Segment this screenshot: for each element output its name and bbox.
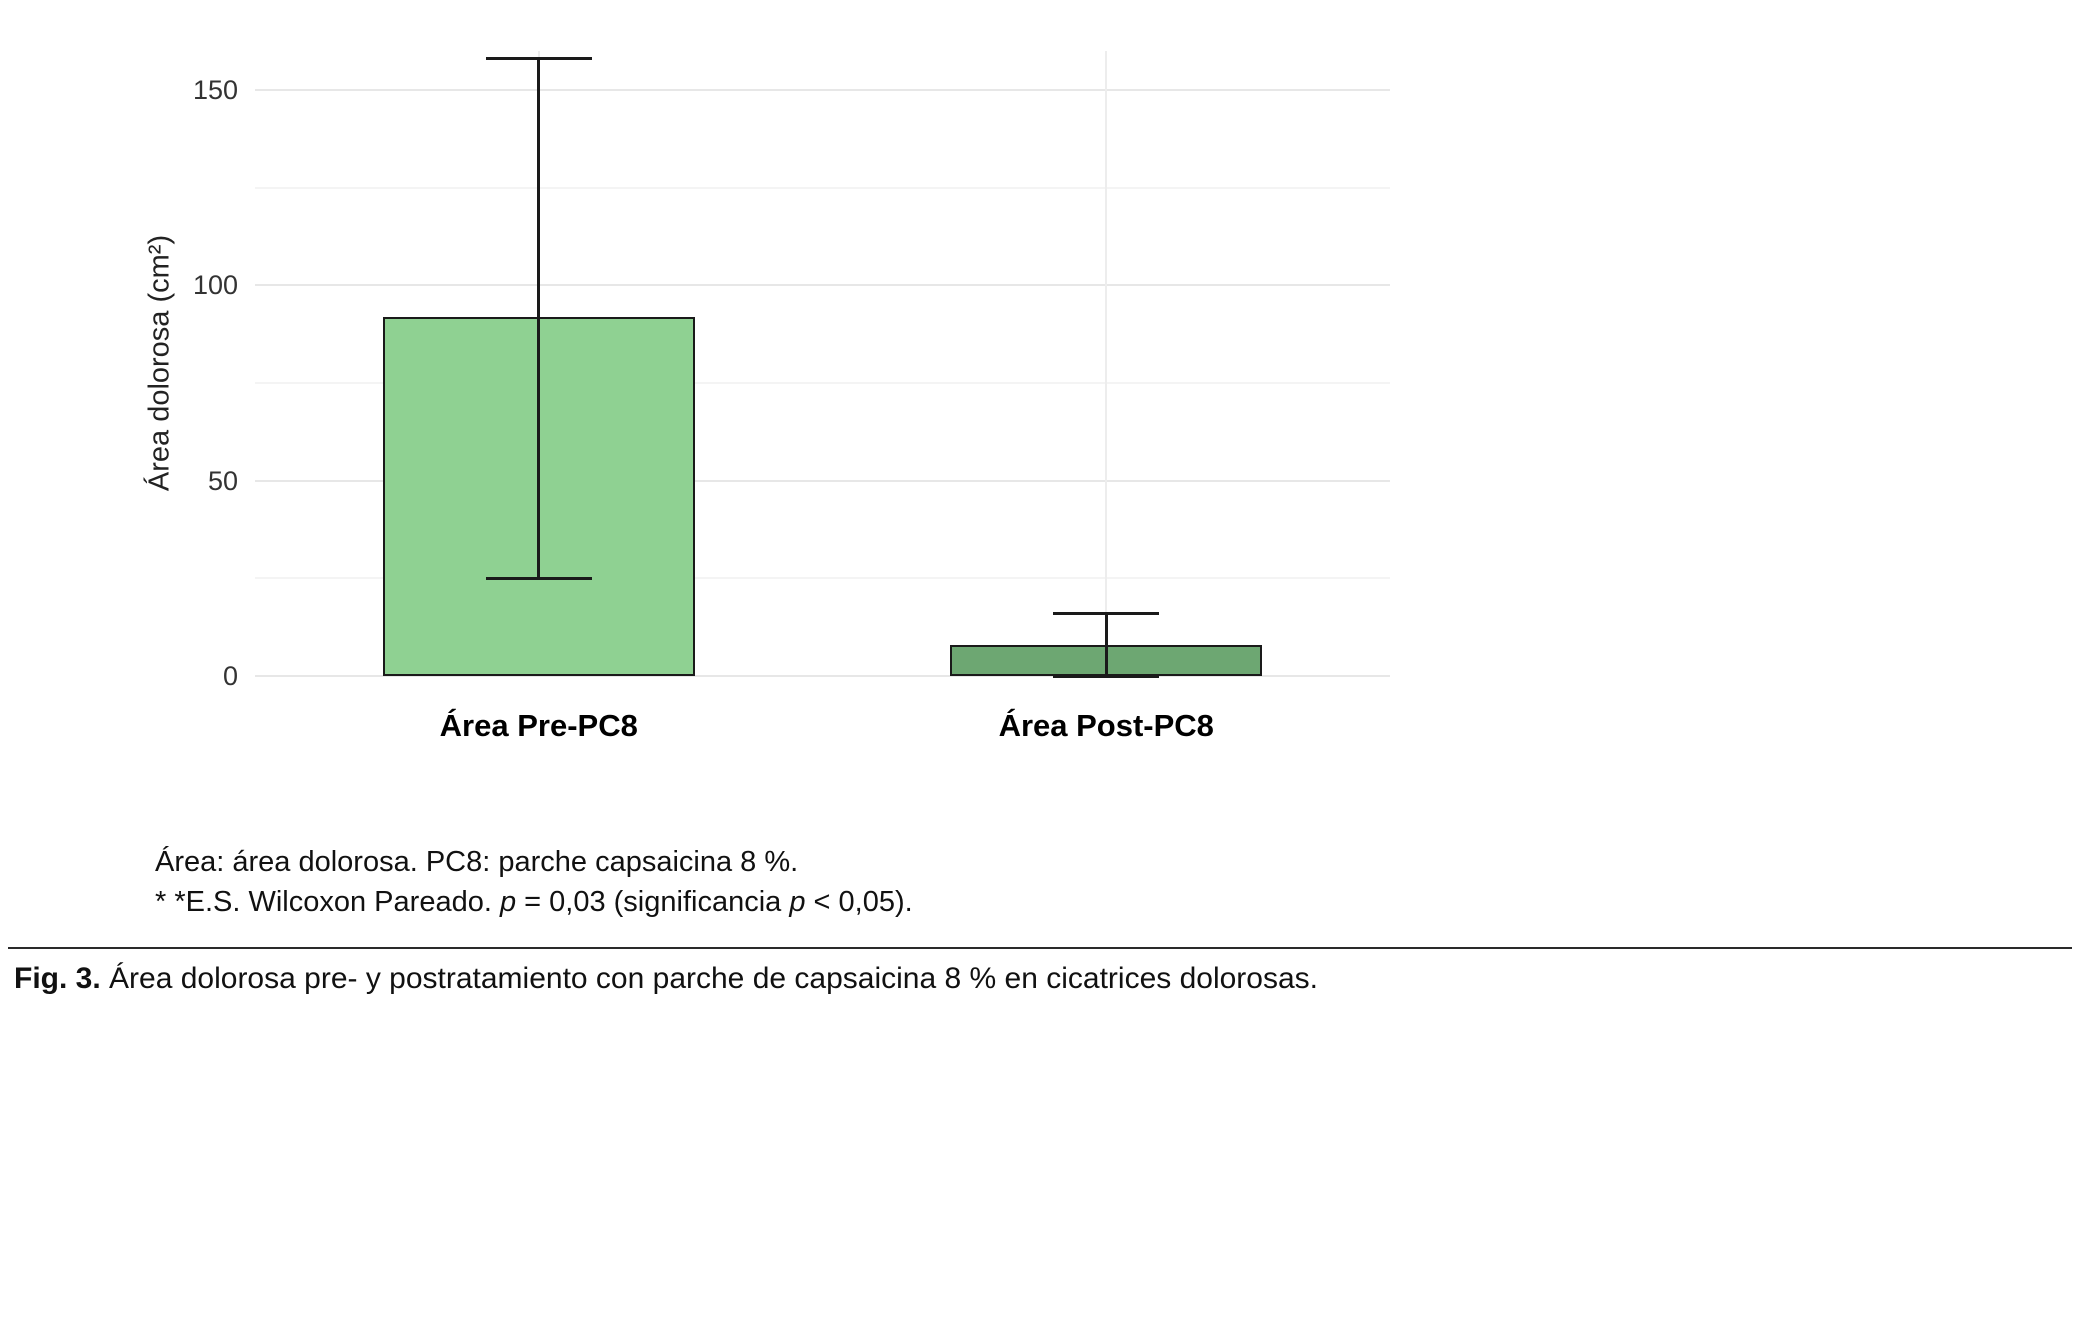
x-gridline	[1105, 51, 1108, 676]
y-gridline	[255, 675, 1390, 677]
y-minor-gridline	[255, 577, 1390, 580]
footnote-italic-p: p	[789, 886, 806, 918]
y-tick-label: 150	[192, 75, 238, 106]
footnote-text-segment: * *E.S. Wilcoxon Pareado.	[155, 886, 500, 918]
x-category-label: Área Pre-PC8	[439, 708, 638, 743]
error-bar-cap	[485, 576, 592, 580]
footnote-text-segment: = 0,03 (significancia	[516, 886, 790, 918]
y-minor-gridline	[255, 186, 1390, 189]
y-gridline	[255, 479, 1390, 482]
error-bar-cap	[485, 57, 592, 61]
y-gridline	[255, 284, 1390, 287]
x-category-label: Área Post-PC8	[998, 708, 1214, 743]
caption-separator	[8, 947, 2072, 949]
caption-text: Área dolorosa pre- y postratamiento con …	[100, 962, 1319, 995]
footnote-line1: Área: área dolorosa. PC8: parche capsaic…	[155, 846, 799, 878]
bar-chart: Área dolorosa (cm²) 0 50 100 150 Área Pre-PC…	[0, 0, 1460, 800]
plot-area	[255, 51, 1390, 678]
footnote-text-segment: < 0,05).	[805, 886, 913, 918]
y-minor-gridline	[255, 382, 1390, 385]
error-bar-cap	[1053, 612, 1160, 615]
error-bar-line	[1104, 613, 1108, 676]
error-bar-line	[537, 58, 541, 579]
y-tick-label: 100	[192, 270, 238, 301]
y-tick-label: 0	[222, 661, 238, 691]
figure-caption: Fig. 3. Área dolorosa pre- y postratamie…	[14, 959, 1318, 999]
y-tick-label: 50	[207, 465, 238, 496]
error-bar-cap	[1053, 674, 1160, 678]
caption-label: Fig. 3.	[14, 962, 101, 995]
footnote-line2: * *E.S. Wilcoxon Pareado. p = 0,03 (sign…	[155, 883, 913, 921]
y-gridline	[255, 89, 1390, 92]
footnote-italic-p: p	[499, 886, 517, 918]
